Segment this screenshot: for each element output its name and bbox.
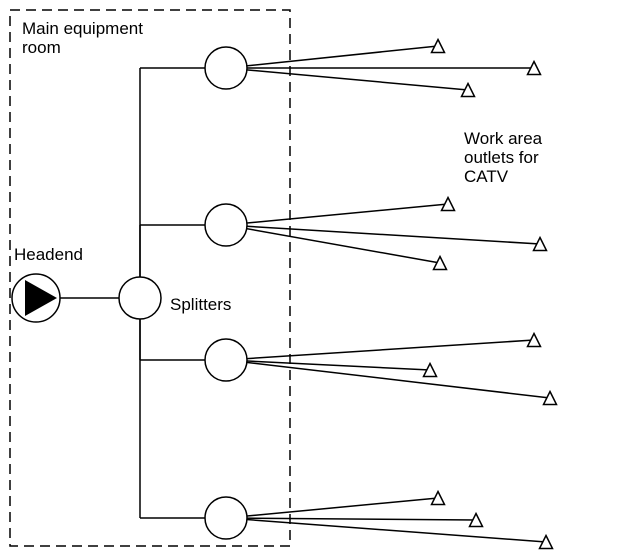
work-area-label: Work area [464, 129, 543, 148]
outlet-icon [434, 257, 447, 270]
splitters-label: Splitters [170, 295, 231, 314]
distribution-line [226, 68, 468, 90]
distribution-line [226, 340, 534, 360]
work-area-label-3: CATV [464, 167, 509, 186]
main-room-label-2: room [22, 38, 61, 57]
distribution-line [226, 518, 546, 542]
distribution-line [226, 204, 448, 225]
splitter-icon [205, 339, 247, 381]
distribution-line [226, 360, 430, 370]
distribution-line [226, 225, 540, 244]
distribution-lines [226, 46, 550, 542]
outlet-nodes [424, 40, 557, 549]
central-splitter-icon [119, 277, 161, 319]
main-equipment-room-box [10, 10, 290, 546]
distribution-line [226, 46, 438, 68]
main-room-label: Main equipment [22, 19, 143, 38]
splitter-icon [205, 47, 247, 89]
distribution-line [226, 498, 438, 518]
splitter-icon [205, 204, 247, 246]
splitter-nodes [205, 47, 247, 539]
distribution-line [226, 360, 550, 398]
catv-topology-diagram: Main equipment room Headend Splitters Wo… [0, 0, 624, 556]
headend-label: Headend [14, 245, 83, 264]
splitter-icon [205, 497, 247, 539]
distribution-line [226, 518, 476, 520]
work-area-label-2: outlets for [464, 148, 539, 167]
distribution-line [226, 225, 440, 263]
